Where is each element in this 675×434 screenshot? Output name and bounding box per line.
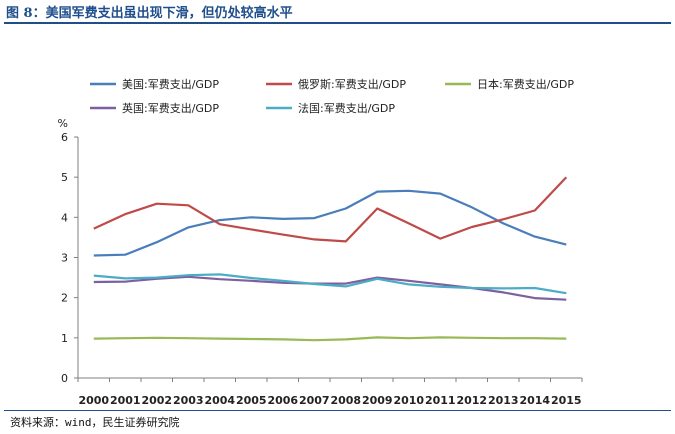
series-line-4 — [93, 275, 567, 301]
source-note: 资料来源：wind，民生证券研究院 — [10, 416, 180, 429]
y-axis-unit: % — [58, 117, 68, 130]
legend-label: 日本:军费支出/GDP — [477, 77, 574, 91]
figure-title: 图 8：美国军费支出虽出现下滑，但仍处较高水平 — [6, 6, 293, 21]
y-tick-label: 3 — [61, 252, 68, 265]
legend-label: 美国:军费支出/GDP — [122, 77, 219, 91]
y-tick-label: 5 — [61, 171, 68, 184]
legend-label: 俄罗斯:军费支出/GDP — [298, 77, 406, 91]
series-line-1 — [93, 189, 567, 257]
x-tick-label: 2002 — [141, 394, 172, 407]
series-line-2 — [93, 176, 568, 243]
x-tick-label: 2000 — [78, 394, 109, 407]
x-tick-label: 2011 — [425, 394, 456, 407]
x-tick-label: 2010 — [393, 394, 424, 407]
y-tick-label: 4 — [61, 211, 68, 224]
legend-label: 法国:军费支出/GDP — [298, 101, 395, 115]
x-tick-label: 2014 — [519, 394, 550, 407]
x-tick-label: 2015 — [551, 394, 582, 407]
title-rule — [4, 22, 671, 24]
y-tick-label: 1 — [61, 332, 68, 345]
x-tick-label: 2007 — [299, 394, 330, 407]
x-tick-label: 2003 — [173, 394, 204, 407]
series-line-3 — [93, 336, 567, 342]
x-tick-label: 2006 — [267, 394, 298, 407]
x-tick-label: 2005 — [236, 394, 267, 407]
series-line-5 — [93, 273, 567, 295]
x-tick-label: 2012 — [456, 394, 487, 407]
x-tick-label: 2001 — [110, 394, 141, 407]
y-tick-label: 2 — [61, 292, 68, 305]
x-tick-label: 2009 — [362, 394, 393, 407]
y-tick-label: 6 — [61, 131, 68, 144]
x-tick-label: 2013 — [488, 394, 519, 407]
x-tick-label: 2004 — [204, 394, 235, 407]
legend-label: 英国:军费支出/GDP — [122, 101, 219, 115]
y-tick-label: 0 — [61, 372, 68, 385]
footer-rule — [4, 410, 671, 411]
x-tick-label: 2008 — [330, 394, 361, 407]
